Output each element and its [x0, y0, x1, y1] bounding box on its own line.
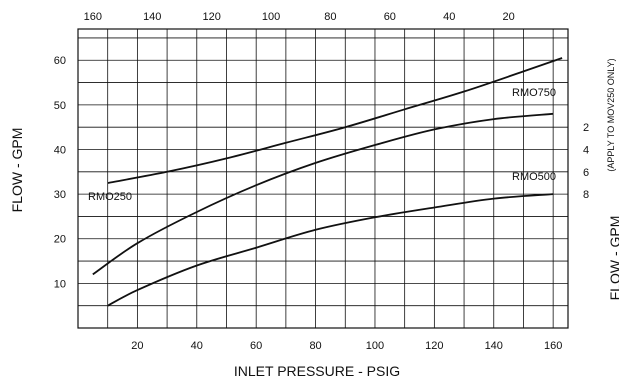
series-labels: RMO250 RMO750 RMO500: [88, 87, 556, 203]
right-tick-label: 2: [583, 122, 589, 134]
top-tick-label: 120: [202, 11, 220, 23]
y-tick-label: 20: [54, 234, 66, 246]
top-tick-label: 100: [262, 11, 280, 23]
y-axis-title: FLOW - GPM: [9, 128, 25, 213]
y-tick-label: 30: [54, 189, 66, 201]
x-tick-label: 100: [366, 340, 384, 352]
x-tick-label: 120: [425, 340, 443, 352]
y-tick-label: 40: [54, 144, 66, 156]
series-curves: [92, 57, 563, 307]
series-line-rmo250: [107, 57, 563, 184]
top-tick-label: 80: [324, 11, 336, 23]
x-tick-label: 40: [191, 340, 203, 352]
top-tick-label: 40: [443, 11, 455, 23]
top-tick-label: 60: [384, 11, 396, 23]
right-tick-label: 4: [583, 144, 589, 156]
series-line-rmo500: [107, 193, 554, 307]
series-label-rmo750: RMO750: [512, 87, 556, 99]
series-line-rmo750: [92, 112, 554, 276]
x-tick-label: 80: [309, 340, 321, 352]
x-tick-label: 20: [131, 340, 143, 352]
right-axis-ticks: 2 4 6 8: [583, 122, 589, 201]
y-tick-label: 50: [54, 100, 66, 112]
right-axis-note: (APPLY TO MOV250 ONLY): [606, 58, 616, 171]
x-axis-title: INLET PRESSURE - PSIG: [234, 363, 400, 379]
plot-frame: [77, 28, 569, 329]
right-axis-title: FLOW - GPM: [607, 216, 619, 301]
series-label-rmo500: RMO500: [512, 171, 556, 183]
top-tick-label: 140: [143, 11, 161, 23]
grid: [78, 29, 568, 328]
x-tick-label: 60: [250, 340, 262, 352]
y-tick-label: 10: [54, 278, 66, 290]
top-tick-label: 160: [84, 11, 102, 23]
y-axis-ticks: 10 20 30 40 50 60: [54, 55, 66, 290]
right-tick-label: 6: [583, 167, 589, 179]
x-tick-label: 160: [544, 340, 562, 352]
series-label-rmo250: RMO250: [88, 191, 132, 203]
top-tick-label: 20: [502, 11, 514, 23]
x-tick-label: 140: [485, 340, 503, 352]
x-axis-ticks: 20 40 60 80 100 120 140 160: [131, 340, 562, 352]
y-tick-label: 60: [54, 55, 66, 67]
right-tick-label: 8: [583, 189, 589, 201]
top-axis-ticks: 160 140 120 100 80 60 40 20: [84, 11, 515, 23]
